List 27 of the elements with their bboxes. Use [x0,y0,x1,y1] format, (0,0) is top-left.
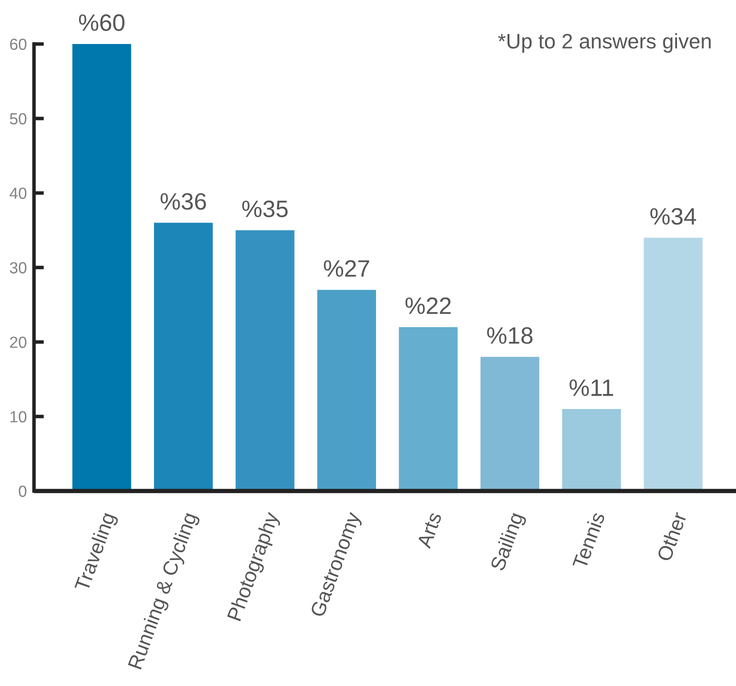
y-tick-label: 30 [10,262,26,274]
y-tick-label: 20 [10,336,26,348]
y-tick-label: 60 [10,38,26,50]
x-tick-label: Arts [416,511,442,550]
data-label: %36 [160,193,206,210]
bar [562,409,621,491]
y-tick-label: 0 [18,486,26,497]
data-label: %18 [487,327,532,344]
bar [236,230,294,491]
y-tick-label: 40 [10,188,26,199]
bar [398,327,458,491]
y-tick-label: 50 [10,113,26,124]
data-label: %60 [78,14,124,31]
x-tick-label: Tennis [572,511,606,570]
data-label: %11 [570,379,614,396]
data-label: %34 [650,208,696,225]
annotation: *Up to 2 answers given [498,33,711,53]
x-tick-label: Other [656,510,687,562]
bar [317,290,376,491]
bar [154,222,213,491]
data-label: %27 [324,260,370,277]
y-tick-label: 10 [10,411,26,422]
bar [644,238,703,491]
bar [480,356,540,491]
data-label: %22 [405,297,451,314]
bar [72,44,132,491]
data-label: %35 [242,200,288,218]
